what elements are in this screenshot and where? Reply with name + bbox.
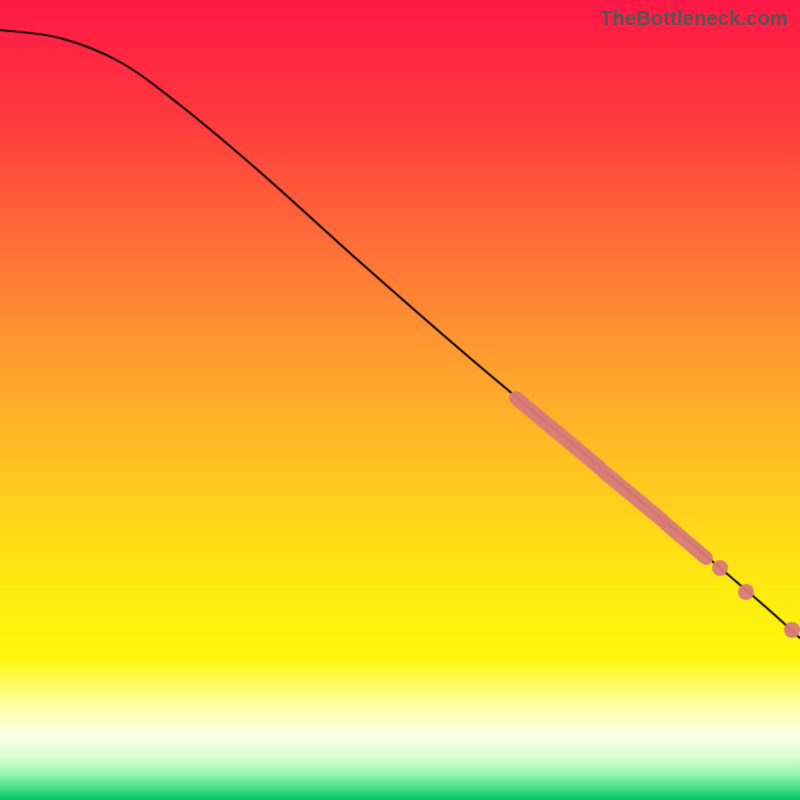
gradient-curve-chart: [0, 0, 800, 800]
watermark-label: TheBottleneck.com: [600, 8, 788, 31]
chart-container: TheBottleneck.com: [0, 0, 800, 800]
